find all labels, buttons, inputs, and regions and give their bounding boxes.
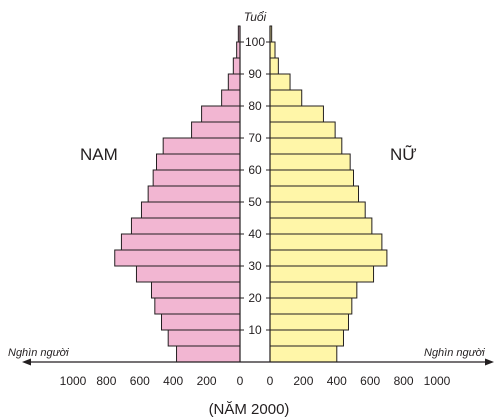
bar-male [120,233,241,251]
age-tick-label: 80 [248,99,262,113]
arrow-right-icon [485,358,494,366]
age-tick-label: 50 [248,195,262,209]
x-tick-label-left: 0 [237,374,244,388]
bar-male [147,185,241,203]
chart-caption: (NĂM 2000) [209,401,290,418]
bar-female [269,105,324,123]
bar-male [162,137,241,155]
bar-female [269,185,360,203]
tick-labels: 10 20 30 40 50 60 70 80 90 100 1000 1000 800 800 600 60… [60,35,451,388]
bar-male [167,329,241,347]
axes [22,26,494,366]
bar-male [114,249,241,267]
x-tick-label-right: 800 [394,374,414,388]
male-bars [114,25,241,363]
bar-female [269,297,353,315]
bar-female [269,41,276,59]
series-label-male: NAM [80,145,118,164]
bar-female [269,201,366,219]
bar-male [130,217,241,235]
age-tick-label: 30 [248,259,262,273]
bar-female [269,169,354,187]
bar-male [140,201,241,219]
bar-male [161,313,241,331]
bar-female [269,281,358,299]
bar-female [269,57,279,75]
age-tick-label: 60 [248,163,262,177]
bar-male [227,73,241,91]
x-tick-label-left: 200 [197,374,217,388]
age-tick-label: 70 [248,131,262,145]
x-tick-label-right: 600 [360,374,380,388]
bar-female [269,73,291,91]
x-tick-label-left: 1000 [60,374,87,388]
bar-male [191,121,241,139]
bar-female [269,249,388,267]
age-tick-label: 20 [248,291,262,305]
xaxis-unit-right: Nghìn người [424,347,485,359]
bar-male [221,89,241,107]
x-tick-label-right: 0 [267,374,274,388]
bar-female [269,345,338,363]
x-tick-label-right: 200 [293,374,313,388]
bar-female [269,265,375,283]
x-tick-label-left: 600 [130,374,150,388]
bar-female [269,217,373,235]
bar-female [269,329,344,347]
x-tick-label-left: 400 [163,374,183,388]
age-tick-label: 40 [248,227,262,241]
age-tick-label: 10 [248,323,262,337]
bar-male [176,345,241,363]
x-tick-label-right: 400 [327,374,347,388]
bar-male [154,297,241,315]
bar-male [201,105,241,123]
series-label-female: NỮ [390,145,417,164]
x-tick-label-left: 800 [96,374,116,388]
bar-female [269,89,303,107]
age-tick-label: 90 [248,67,262,81]
bar-male [152,169,241,187]
bar-female [269,121,336,139]
bar-female [269,313,349,331]
x-tick-label-right: 1000 [424,374,451,388]
yaxis-title: Tuổi [244,10,267,24]
bar-male [135,265,241,283]
bar-female [269,153,351,171]
bar-male [156,153,241,171]
bar-male [232,57,241,75]
bar-female [269,137,343,155]
female-bars [269,25,388,363]
arrow-left-icon [22,358,31,366]
bar-male [150,281,241,299]
age-tick-label: 100 [245,35,265,49]
bar-female [269,233,383,251]
xaxis-unit-left: Nghìn người [8,347,69,359]
